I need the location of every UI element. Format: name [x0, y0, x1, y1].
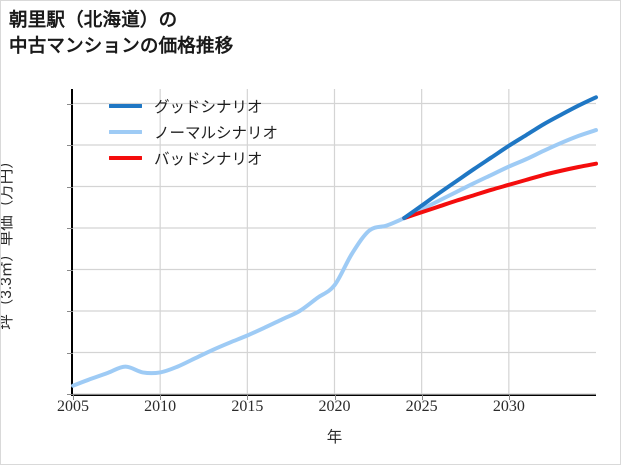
legend-swatch-good	[109, 104, 142, 108]
x-tick-label: 2015	[231, 398, 264, 415]
gridlines	[73, 89, 596, 395]
legend-label-good: グッドシナリオ	[154, 99, 263, 116]
x-tick-mark	[508, 394, 510, 400]
series-line-normal	[71, 128, 598, 388]
chart-legend: グッドシナリオ ノーマルシナリオ バッドシナリオ	[109, 93, 339, 171]
y-axis-label: 坪（3.3㎡）単価（万円）	[0, 153, 15, 330]
x-axis-label: 年	[326, 429, 343, 446]
legend-item-good: グッドシナリオ	[109, 93, 339, 119]
x-tick-mark	[73, 394, 74, 400]
x-tick-mark	[334, 394, 336, 400]
x-tick-label: 2005	[57, 398, 89, 415]
legend-label-normal: ノーマルシナリオ	[154, 125, 279, 142]
data-series	[71, 95, 598, 388]
x-tick-label: 2020	[318, 398, 351, 415]
x-tick-mark	[160, 394, 162, 400]
x-tick-label: 2010	[144, 398, 177, 415]
legend-label-bad: バッドシナリオ	[154, 151, 263, 168]
y-tick-mark	[67, 228, 73, 229]
x-axis-spine	[71, 394, 596, 396]
y-tick-mark	[67, 352, 73, 354]
chart-title: 朝里駅（北海道）の 中古マンションの価格推移	[9, 9, 234, 57]
legend-swatch-normal	[109, 130, 142, 134]
y-tick-mark	[67, 394, 73, 395]
x-tick-mark	[247, 394, 249, 400]
y-tick-mark	[67, 103, 73, 105]
y-tick-mark	[67, 269, 73, 271]
y-tick-mark	[67, 145, 73, 147]
legend-item-bad: バッドシナリオ	[109, 145, 339, 171]
y-tick-mark	[67, 311, 73, 312]
plot-svg	[71, 89, 598, 395]
legend-swatch-bad	[109, 156, 142, 160]
legend-item-normal: ノーマルシナリオ	[109, 119, 339, 145]
series-line-bad	[402, 161, 598, 221]
x-tick-label: 2030	[492, 398, 525, 415]
x-tick-mark	[421, 394, 423, 400]
y-axis-spine	[71, 89, 73, 394]
x-tick-label: 2025	[405, 398, 438, 415]
plot-area: 2030405060708090200520102015202020252030	[57, 89, 598, 415]
y-tick-mark	[67, 186, 73, 188]
series-line-good	[402, 95, 598, 221]
